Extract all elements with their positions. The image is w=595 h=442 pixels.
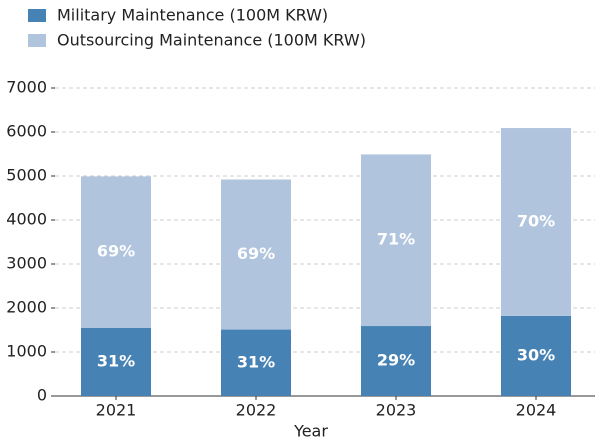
x-tick-label: 2021	[96, 401, 137, 420]
y-tick-label: 1000	[6, 342, 47, 361]
legend-swatch	[28, 34, 46, 47]
y-tick-label: 5000	[6, 166, 47, 185]
y-tick-label: 2000	[6, 298, 47, 317]
legend-label: Military Maintenance (100M KRW)	[57, 6, 328, 25]
percent-label: 69%	[97, 242, 135, 261]
percent-label: 71%	[377, 230, 415, 249]
bar-segment	[501, 315, 571, 396]
percent-label: 31%	[97, 351, 135, 370]
y-tick-label: 6000	[6, 122, 47, 141]
percent-label: 70%	[517, 211, 555, 230]
y-tick-label: 4000	[6, 210, 47, 229]
bar-segment	[81, 327, 151, 396]
bar-segment	[361, 154, 431, 327]
percent-label: 29%	[377, 351, 415, 370]
bar-segment	[361, 326, 431, 396]
legend-label: Outsourcing Maintenance (100M KRW)	[57, 31, 366, 50]
y-tick-label: 0	[37, 386, 47, 405]
x-tick-label: 2024	[516, 401, 557, 420]
bar-segment	[501, 128, 571, 316]
bar-segment	[221, 179, 291, 330]
legend-swatch	[28, 9, 46, 22]
x-tick-label: 2023	[376, 401, 417, 420]
x-tick-label: 2022	[236, 401, 277, 420]
percent-label: 31%	[237, 352, 275, 371]
y-tick-label: 7000	[6, 78, 47, 97]
bar-segment	[221, 329, 291, 396]
percent-label: 69%	[237, 244, 275, 263]
bar-segment	[81, 176, 151, 328]
percent-label: 30%	[517, 345, 555, 364]
y-tick-label: 3000	[6, 254, 47, 273]
x-axis-label: Year	[293, 422, 328, 441]
